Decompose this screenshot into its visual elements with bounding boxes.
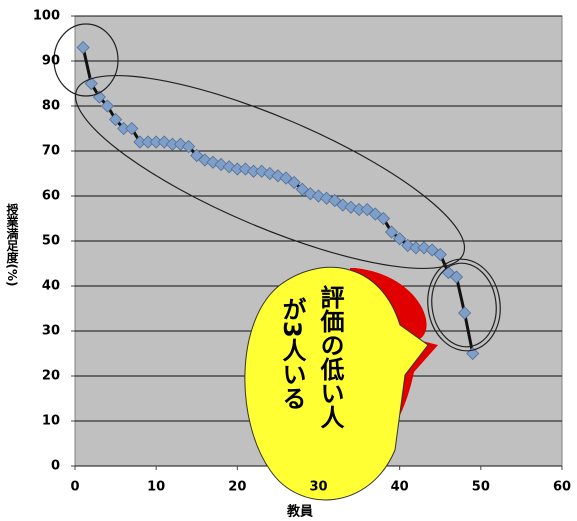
- y-tick-label: 10: [42, 414, 60, 429]
- y-tick-label: 0: [51, 459, 60, 474]
- y-tick-label: 50: [42, 234, 60, 249]
- y-tick-label: 80: [42, 99, 60, 114]
- y-tick-label: 70: [42, 144, 60, 159]
- x-tick-label: 30: [309, 480, 327, 495]
- x-tick-label: 40: [391, 480, 409, 495]
- page: 教員 授業満足度(%) 評価の低い人 が3人いる 0 10 20 30 40 50 60 70…: [0, 0, 577, 521]
- y-tick-label: 90: [42, 54, 60, 69]
- annotation-line: 評価の低い人: [316, 284, 345, 429]
- x-tick-label: 60: [553, 480, 571, 495]
- y-tick-label: 100: [33, 9, 60, 24]
- y-tick-label: 40: [42, 279, 60, 294]
- y-axis-label: 授業満足度(%): [5, 202, 19, 286]
- annotation-line: が3人いる: [278, 296, 306, 410]
- x-tick-label: 10: [147, 480, 165, 495]
- x-tick-label: 20: [228, 480, 246, 495]
- y-tick-label: 20: [42, 369, 60, 384]
- x-tick-label: 50: [472, 480, 490, 495]
- x-axis-label: 教員: [286, 504, 313, 520]
- y-tick-label: 30: [42, 324, 60, 339]
- y-tick-label: 60: [42, 189, 60, 204]
- x-tick-label: 0: [70, 480, 79, 495]
- chart: 教員 授業満足度(%) 評価の低い人 が3人いる 0 10 20 30 40 50 60 70…: [0, 0, 577, 521]
